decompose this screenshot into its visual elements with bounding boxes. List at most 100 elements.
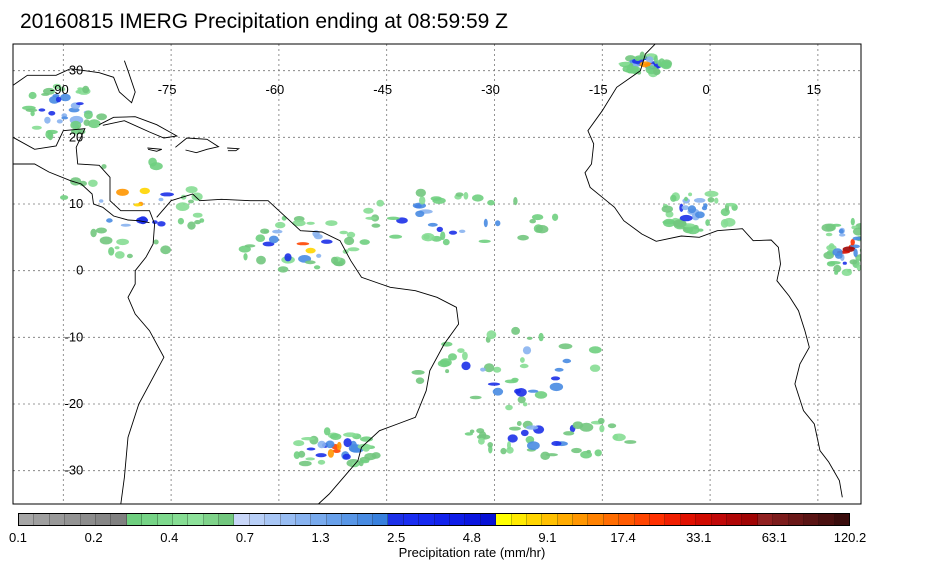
longitude-labels: -90 -75 -60 -45 -30 -15 0 15 [50, 82, 821, 97]
precipitation-cell [277, 266, 289, 273]
precipitation-cell [563, 431, 575, 436]
precipitation-cell [853, 248, 858, 258]
colorbar-tick-label: 0.1 [8, 530, 28, 545]
colorbar-segment [742, 514, 758, 525]
coastline [227, 147, 241, 152]
precipitation-cell [256, 255, 266, 265]
precipitation-cell [469, 395, 482, 400]
colorbar-tick-label: 63.1 [761, 530, 788, 545]
precipitation-cell [120, 223, 131, 227]
colorbar-segment [34, 514, 50, 525]
precipitation-cell [316, 253, 322, 258]
precipitation-cell [507, 441, 511, 450]
precipitation-layer [22, 51, 861, 468]
precipitation-cell [292, 219, 306, 227]
precipitation-cell [538, 332, 544, 342]
precipitation-cell [519, 363, 529, 369]
precipitation-cell [856, 264, 861, 271]
colorbar-segment [126, 514, 143, 525]
precipitation-cell [157, 221, 166, 227]
latitude-label: 0 [76, 263, 83, 278]
precipitation-cell [262, 241, 275, 247]
colorbar-segment [680, 514, 697, 525]
colorbar-tick-label: 1.3 [311, 530, 330, 545]
precipitation-cell [850, 239, 855, 246]
precipitation-cell [343, 432, 358, 438]
map-title: 20160815 IMERG Precipitation ending at 0… [20, 10, 508, 33]
precipitation-cell [826, 249, 835, 256]
colorbar-segment [803, 514, 820, 525]
colorbar-segment [634, 514, 651, 525]
precipitation-cell [442, 238, 450, 246]
precipitation-cell [138, 216, 148, 225]
precipitation-cell [371, 223, 381, 228]
longitude-label: 15 [807, 82, 821, 97]
precipitation-cell [472, 194, 484, 202]
map-frame [12, 43, 862, 505]
precipitation-cell [188, 199, 194, 204]
precipitation-cell [421, 233, 435, 242]
precipitation-cell [527, 389, 539, 393]
precipitation-cell [505, 404, 513, 411]
coastline [13, 163, 150, 224]
colorbar-segment [372, 514, 389, 525]
precipitation-cell [517, 234, 529, 241]
colorbar-segment [249, 514, 266, 525]
precipitation-cell [534, 391, 548, 399]
precipitation-cell [839, 233, 846, 237]
graticule [13, 44, 861, 504]
colorbar-tick-label: 17.4 [610, 530, 636, 545]
precipitation-cell [28, 91, 37, 100]
precipitation-cell [298, 460, 312, 467]
precipitation-cell [305, 247, 316, 254]
colorbar-tick-label: 4.8 [462, 530, 481, 545]
precipitation-cell [515, 388, 527, 397]
colorbar-segment [388, 514, 404, 525]
precipitation-cell [149, 162, 163, 171]
precipitation-cell [185, 186, 198, 194]
precipitation-cell [714, 197, 719, 204]
colorbar-segment [788, 514, 804, 525]
colorbar-title: Precipitation rate (mm/hr) [398, 545, 546, 560]
precipitation-cell [160, 192, 175, 197]
coastline-layer [13, 44, 843, 504]
precipitation-cell [293, 440, 305, 447]
precipitation-cell [339, 230, 349, 235]
latitude-label: -20 [65, 396, 84, 411]
precipitation-cell [25, 108, 38, 113]
precipitation-cell [624, 440, 637, 444]
precipitation-cell [158, 197, 164, 202]
precipitation-cell [301, 437, 315, 441]
colorbar-segment [234, 514, 250, 525]
precipitation-cell [517, 396, 526, 404]
precipitation-cell [419, 196, 426, 205]
precipitation-cell [87, 119, 101, 129]
precipitation-cell [687, 205, 697, 214]
precipitation-cell [459, 229, 466, 233]
precipitation-cell [60, 195, 69, 200]
latitude-label: -30 [65, 463, 84, 478]
latitude-label: -10 [65, 329, 84, 344]
longitude-label: -30 [481, 82, 500, 97]
precipitation-cell [495, 220, 501, 227]
precipitation-cell [646, 56, 654, 64]
precipitation-cell [594, 449, 602, 457]
latitude-label: 20 [69, 129, 83, 144]
precipitation-cell [703, 203, 708, 208]
colorbar-segment [203, 514, 220, 525]
precipitation-cell [60, 93, 71, 102]
precipitation-cell [70, 120, 82, 130]
precipitation-cell [572, 421, 584, 430]
precipitation-cell [826, 261, 836, 267]
colorbar [18, 513, 850, 526]
precipitation-cell [331, 256, 338, 265]
colorbar-segment [49, 514, 66, 525]
colorbar-segment [819, 514, 835, 525]
colorbar-segment [219, 514, 235, 525]
colorbar-segment [80, 514, 96, 525]
colorbar-segment [542, 514, 558, 525]
precipitation-cell [626, 64, 632, 74]
precipitation-cell [90, 228, 97, 238]
precipitation-cell [376, 199, 385, 207]
precipitation-cell [486, 330, 497, 340]
